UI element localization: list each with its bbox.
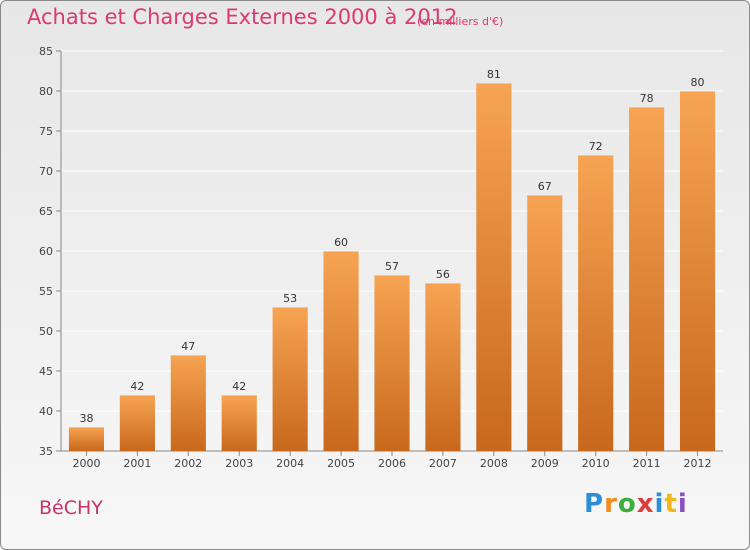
bar-2012 — [679, 91, 716, 451]
x-tick-label-2002: 2002 — [174, 457, 202, 470]
data-label-2010: 72 — [589, 140, 603, 153]
x-tick-label-2000: 2000 — [72, 457, 100, 470]
y-tick-label: 70 — [39, 165, 53, 178]
x-tick-label-2009: 2009 — [531, 457, 559, 470]
x-tick-label-2004: 2004 — [276, 457, 304, 470]
bar-2004 — [272, 307, 308, 451]
data-label-2003: 42 — [232, 380, 246, 393]
data-label-2006: 57 — [385, 260, 399, 273]
x-tick-label-2005: 2005 — [327, 457, 355, 470]
x-tick-label-2011: 2011 — [633, 457, 661, 470]
x-tick-label-2006: 2006 — [378, 457, 406, 470]
data-label-2002: 47 — [181, 340, 195, 353]
bar-2000 — [68, 427, 105, 451]
x-tick-label-2010: 2010 — [582, 457, 610, 470]
x-tick-label-2007: 2007 — [429, 457, 457, 470]
y-tick-label: 60 — [39, 245, 53, 258]
bar-2005 — [323, 251, 359, 451]
bar-2003 — [221, 395, 257, 451]
logo-letter: o — [617, 489, 637, 519]
data-label-2005: 60 — [334, 236, 348, 249]
x-tick-label-2012: 2012 — [684, 457, 712, 470]
logo-letter: x — [636, 489, 655, 519]
data-label-2008: 81 — [487, 68, 501, 81]
x-tick-label-2008: 2008 — [480, 457, 508, 470]
data-label-2012: 80 — [691, 76, 705, 89]
data-label-2007: 56 — [436, 268, 450, 281]
bar-2008 — [476, 83, 512, 451]
y-tick-label: 65 — [39, 205, 53, 218]
data-label-2001: 42 — [130, 380, 144, 393]
y-tick-label: 35 — [39, 445, 53, 458]
logo-letter: i — [677, 489, 688, 519]
chart-title: Achats et Charges Externes 2000 à 2012 — [27, 5, 458, 29]
bar-2002 — [170, 355, 206, 451]
y-tick-label: 85 — [39, 45, 53, 58]
bar-2006 — [374, 275, 410, 451]
x-tick-label-2001: 2001 — [123, 457, 151, 470]
y-tick-label: 55 — [39, 285, 53, 298]
logo-letter: r — [604, 489, 618, 519]
bar-2007 — [425, 283, 461, 451]
y-tick-label: 80 — [39, 85, 53, 98]
y-tick-label: 50 — [39, 325, 53, 338]
bar-2010 — [578, 155, 614, 451]
y-tick-label: 40 — [39, 405, 53, 418]
bar-2011 — [629, 107, 665, 451]
logo-letter: P — [584, 489, 605, 519]
y-tick-label: 75 — [39, 125, 53, 138]
logo-letter: t — [664, 489, 678, 519]
bar-2009 — [527, 195, 563, 451]
data-label-2000: 38 — [79, 412, 93, 425]
bar-2001 — [119, 395, 155, 451]
proxiti-logo: Proxiti — [584, 489, 688, 519]
x-tick-label-2003: 2003 — [225, 457, 253, 470]
y-tick-label: 45 — [39, 365, 53, 378]
chart-unit: (en milliers d'€) — [417, 15, 504, 28]
data-label-2009: 67 — [538, 180, 552, 193]
data-label-2004: 53 — [283, 292, 297, 305]
commune-name: BéCHY — [39, 497, 103, 519]
data-label-2011: 78 — [640, 92, 654, 105]
logo-letter: i — [654, 489, 665, 519]
